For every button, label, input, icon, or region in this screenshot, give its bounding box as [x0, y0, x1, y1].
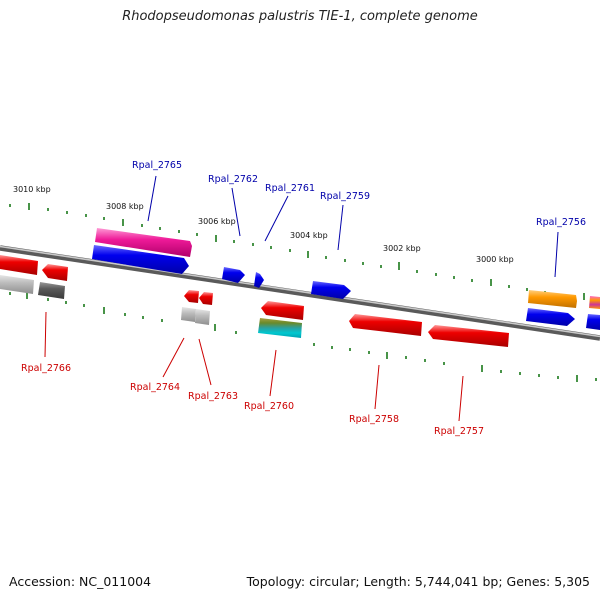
reverse-leaders — [44, 311, 464, 422]
scale-ticks-outer — [9, 203, 585, 300]
genome-title: Rhodopseudomonas palustris TIE-1, comple… — [122, 9, 478, 24]
gene-Rpal_2759[interactable] — [311, 281, 351, 299]
gene-Rpal_2762[interactable] — [222, 267, 245, 283]
gene-label[interactable]: Rpal_2759 — [320, 191, 370, 202]
genome-backbone-highlight — [0, 245, 600, 338]
gene-arrow[interactable] — [589, 296, 600, 309]
gene-label[interactable]: Rpal_2756 — [536, 217, 586, 228]
gene-label[interactable]: Rpal_2760 — [244, 401, 294, 412]
scale-label: 3004 kbp — [290, 231, 328, 240]
gene-arrow[interactable] — [181, 307, 196, 322]
gene-arrow[interactable] — [42, 264, 68, 281]
scale-label: 3010 kbp — [13, 185, 51, 194]
genome-summary: Topology: circular; Length: 5,744,041 bp… — [246, 574, 590, 589]
scale-labels: 3010 kbp 3008 kbp 3006 kbp 3004 kbp 3002… — [13, 185, 514, 264]
gene-label[interactable]: Rpal_2758 — [349, 414, 399, 425]
genome-backbone — [0, 245, 600, 341]
scale-label: 3002 kbp — [383, 244, 421, 253]
gene-arrow[interactable] — [586, 314, 600, 330]
gene-arrow[interactable] — [38, 282, 65, 299]
gene-Rpal_2757[interactable] — [428, 325, 509, 347]
gene-label[interactable]: Rpal_2766 — [21, 363, 71, 374]
gene-Rpal_2756[interactable] — [528, 290, 577, 308]
gene-label[interactable]: Rpal_2765 — [132, 160, 182, 171]
gene-Rpal_2758[interactable] — [349, 314, 422, 336]
accession-label: Accession: NC_011004 — [9, 574, 152, 589]
gene-arrow[interactable] — [258, 318, 302, 338]
gene-arrow[interactable] — [0, 275, 34, 294]
gene-arrow[interactable] — [92, 245, 189, 274]
forward-genes — [92, 228, 600, 330]
gene-label[interactable]: Rpal_2762 — [208, 174, 258, 185]
gene-label[interactable]: Rpal_2764 — [130, 382, 180, 393]
scale-label: 3006 kbp — [198, 217, 236, 226]
scale-label: 3000 kbp — [476, 255, 514, 264]
gene-arrow[interactable] — [526, 308, 575, 326]
gene-label[interactable]: Rpal_2761 — [265, 183, 315, 194]
gene-label[interactable]: Rpal_2757 — [434, 426, 484, 437]
gene-Rpal_2764[interactable] — [184, 290, 199, 303]
gene-Rpal_2765[interactable] — [95, 228, 192, 257]
gene-Rpal_2763[interactable] — [199, 292, 213, 305]
forward-leaders — [147, 175, 559, 278]
reverse-gene-labels: Rpal_2766 Rpal_2764 Rpal_2763 Rpal_2760 … — [21, 363, 484, 437]
gene-arrow[interactable] — [195, 309, 210, 325]
gene-Rpal_2761[interactable] — [254, 272, 264, 288]
scale-ticks-inner — [9, 292, 597, 382]
reverse-genes — [0, 255, 509, 347]
forward-gene-labels: Rpal_2765 Rpal_2762 Rpal_2761 Rpal_2759 … — [132, 160, 586, 228]
gene-Rpal_2760[interactable] — [261, 301, 304, 320]
scale-label: 3008 kbp — [106, 202, 144, 211]
gene-Rpal_2766[interactable] — [0, 255, 38, 275]
gene-label[interactable]: Rpal_2763 — [188, 391, 238, 402]
